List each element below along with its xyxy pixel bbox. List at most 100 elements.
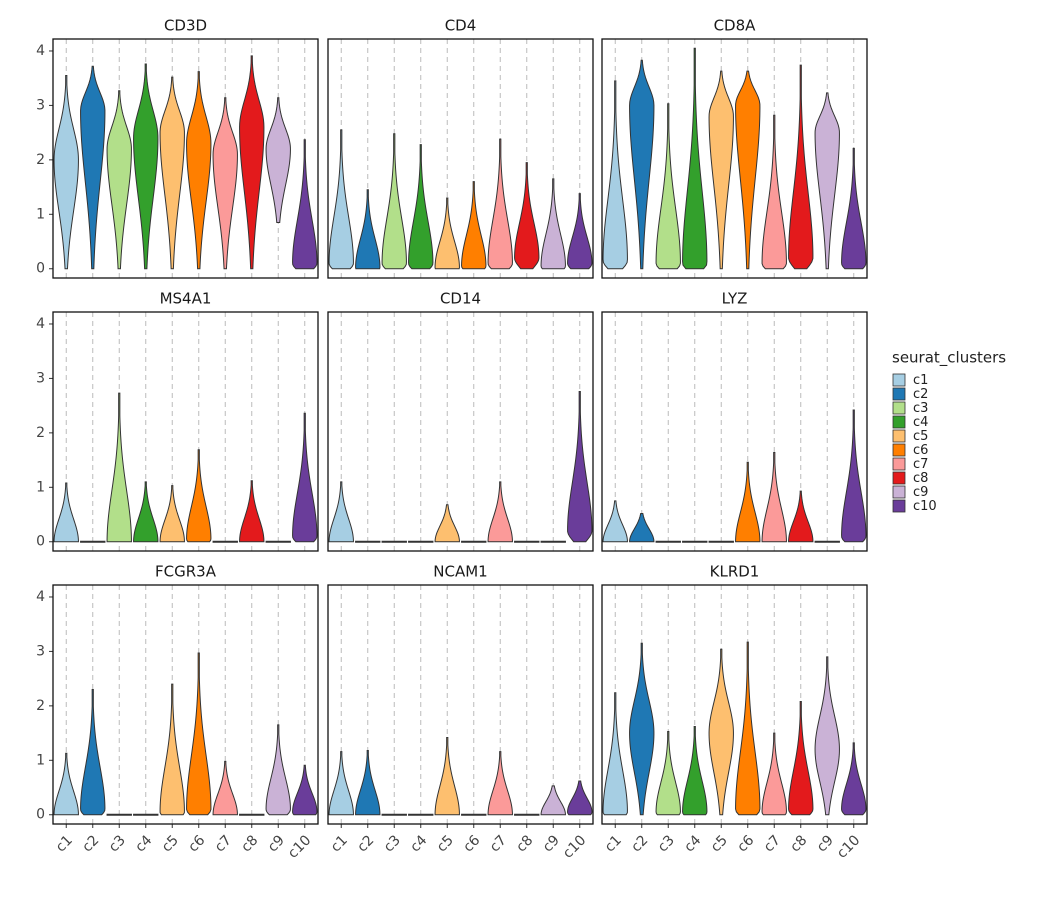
violin bbox=[133, 63, 159, 270]
violin bbox=[80, 65, 106, 270]
x-tick-label: c1 bbox=[328, 832, 351, 855]
y-tick-label: 4 bbox=[36, 43, 45, 59]
x-tick-label: c4 bbox=[681, 832, 704, 855]
x-tick-label: c7 bbox=[212, 832, 235, 855]
violin bbox=[408, 540, 434, 543]
panel: LYZ bbox=[601, 290, 868, 552]
violin bbox=[682, 47, 708, 270]
violin bbox=[708, 70, 734, 270]
violin bbox=[461, 181, 487, 270]
y-tick-label: 0 bbox=[36, 534, 45, 550]
violin bbox=[186, 71, 212, 270]
x-tick-label: c9 bbox=[265, 832, 288, 855]
violin bbox=[408, 144, 434, 270]
legend-label: c3 bbox=[913, 401, 928, 416]
x-tick-label: c5 bbox=[159, 832, 182, 855]
violin bbox=[629, 642, 655, 816]
violin bbox=[434, 736, 460, 816]
panel-border bbox=[601, 38, 868, 279]
legend-label: c8 bbox=[913, 471, 928, 486]
panel: CD4 bbox=[327, 17, 594, 279]
violin bbox=[788, 490, 814, 543]
x-tick-label: c2 bbox=[79, 832, 102, 855]
panel-border bbox=[52, 584, 319, 825]
x-tick-label: c5 bbox=[708, 832, 731, 855]
panel-title: CD3D bbox=[164, 17, 207, 35]
panel-title: CD14 bbox=[440, 290, 481, 308]
violin bbox=[708, 540, 734, 543]
legend-key bbox=[892, 443, 906, 457]
x-tick-label: c10 bbox=[834, 832, 863, 861]
violin bbox=[53, 482, 79, 543]
legend-key bbox=[892, 401, 906, 415]
x-tick-label: c3 bbox=[655, 832, 678, 855]
violin bbox=[355, 540, 381, 543]
x-tick-label: c9 bbox=[540, 832, 563, 855]
violin bbox=[328, 129, 354, 270]
violin bbox=[239, 55, 265, 270]
violin bbox=[461, 540, 487, 543]
legend-label: c1 bbox=[913, 373, 928, 388]
violin bbox=[655, 540, 681, 543]
y-tick-label: 1 bbox=[36, 752, 45, 768]
x-tick-label: c8 bbox=[238, 832, 261, 855]
x-tick-label: c2 bbox=[354, 832, 377, 855]
legend-title: seurat_clusters bbox=[892, 349, 1006, 368]
violin bbox=[540, 540, 566, 543]
panel: CD3D 0 1 2 3 4 bbox=[36, 17, 319, 279]
legend-label: c4 bbox=[913, 415, 928, 430]
x-tick-label: c8 bbox=[513, 832, 536, 855]
violin bbox=[540, 178, 566, 270]
violin bbox=[186, 652, 212, 816]
violin bbox=[106, 813, 132, 816]
legend-label: c6 bbox=[913, 443, 928, 458]
violin bbox=[735, 70, 761, 270]
violin bbox=[461, 813, 487, 816]
y-tick-label: 2 bbox=[36, 152, 45, 168]
violin bbox=[682, 540, 708, 543]
violin bbox=[159, 76, 185, 270]
x-tick-label: c7 bbox=[487, 832, 510, 855]
x-tick-label: c3 bbox=[106, 832, 129, 855]
violin bbox=[567, 390, 593, 543]
panel: CD14 bbox=[327, 290, 594, 552]
violin bbox=[133, 813, 159, 816]
violin bbox=[292, 412, 318, 543]
panel-title: CD4 bbox=[445, 17, 477, 35]
panel-title: LYZ bbox=[722, 290, 748, 308]
legend-label: c10 bbox=[913, 499, 937, 514]
violin bbox=[735, 641, 761, 816]
legend-label: c2 bbox=[913, 387, 928, 402]
violin bbox=[735, 461, 761, 543]
violin bbox=[80, 689, 106, 816]
panel-border bbox=[327, 311, 594, 552]
violin bbox=[841, 147, 867, 270]
violin bbox=[761, 114, 787, 270]
violin bbox=[212, 540, 238, 543]
panel-border bbox=[327, 38, 594, 279]
violin bbox=[567, 193, 593, 270]
violin bbox=[381, 133, 407, 270]
panel-title: FCGR3A bbox=[155, 563, 217, 581]
violin bbox=[159, 683, 185, 816]
legend-label: c7 bbox=[913, 457, 928, 472]
violin bbox=[328, 751, 354, 816]
violin bbox=[53, 752, 79, 816]
violin bbox=[708, 648, 734, 816]
legend-key bbox=[892, 499, 906, 513]
x-tick-label: c4 bbox=[407, 832, 430, 855]
violin bbox=[540, 785, 566, 816]
panel-title: MS4A1 bbox=[160, 290, 212, 308]
x-tick-label: c4 bbox=[132, 832, 155, 855]
violin bbox=[292, 139, 318, 270]
legend-key bbox=[892, 373, 906, 387]
panel-border bbox=[327, 584, 594, 825]
violin bbox=[841, 742, 867, 816]
violin bbox=[408, 813, 434, 816]
y-tick-label: 3 bbox=[36, 370, 45, 386]
x-tick-label: c6 bbox=[460, 832, 483, 855]
panel-border bbox=[601, 311, 868, 552]
